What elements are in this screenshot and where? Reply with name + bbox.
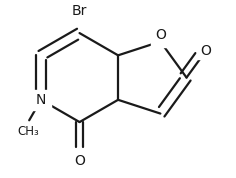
Bar xyxy=(151,30,169,47)
Text: O: O xyxy=(74,154,85,168)
Bar xyxy=(31,90,51,109)
Text: O: O xyxy=(155,28,166,42)
Text: N: N xyxy=(36,93,46,107)
Text: Br: Br xyxy=(72,4,87,18)
Text: O: O xyxy=(201,44,212,57)
Text: CH₃: CH₃ xyxy=(17,125,39,138)
Bar xyxy=(197,42,215,59)
